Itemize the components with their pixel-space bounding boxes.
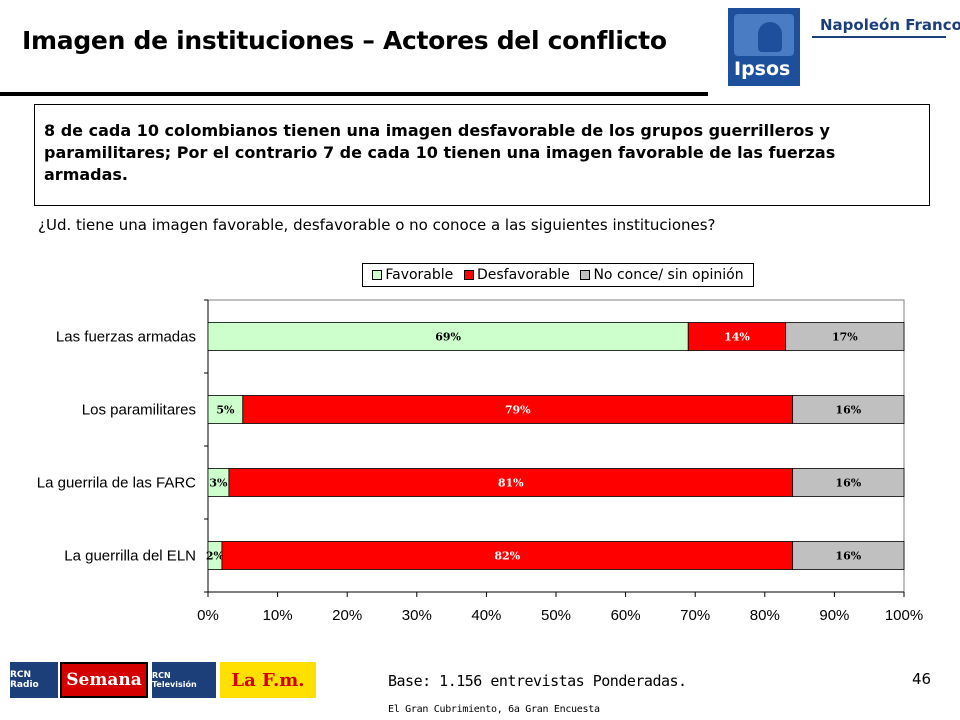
bar-no-conoce [792, 468, 905, 497]
legend-item-no-conoce: No conce/ sin opinión [580, 267, 744, 283]
media-partner-logos: RCN Radio Semana RCN Televisión La F.m. [10, 662, 316, 698]
la-fm-logo: La F.m. [220, 662, 316, 698]
page-title: Imagen de instituciones – Actores del co… [22, 26, 667, 55]
legend-swatch-favorable [372, 270, 383, 280]
rcn-radio-logo: RCN Radio [10, 662, 58, 698]
data-label-favorable: 2% [206, 550, 225, 563]
x-tick-label: 60% [611, 607, 641, 624]
key-finding-box [34, 104, 930, 206]
x-tick-label: 30% [402, 607, 432, 624]
x-tick-label: 10% [263, 607, 293, 624]
legend-item-favorable: Favorable [372, 267, 453, 283]
napoleon-franco-logo: Napoleón Franco [820, 16, 960, 34]
data-label-no-conoce: 16% [835, 550, 861, 563]
data-label-no-conoce: 17% [832, 331, 858, 344]
data-label-desfavorable: 79% [505, 404, 531, 417]
category-label: Los paramilitares [82, 402, 196, 419]
data-label-desfavorable: 81% [498, 477, 524, 490]
x-tick-label: 80% [750, 607, 780, 624]
ipsos-logo: Ipsos [728, 8, 800, 86]
data-label-favorable: 3% [209, 477, 228, 490]
bar-no-conoce [792, 541, 905, 570]
chart-legend: Favorable Desfavorable No conce/ sin opi… [362, 263, 754, 287]
key-finding-text: 8 de cada 10 colombianos tienen una imag… [44, 121, 836, 184]
x-tick-label: 70% [680, 607, 710, 624]
data-label-favorable: 5% [216, 404, 235, 417]
bar-desfavorable [228, 468, 794, 497]
x-tick-label: 0% [197, 607, 219, 624]
bar-no-conoce [785, 322, 905, 351]
x-tick-label: 20% [332, 607, 362, 624]
bar-desfavorable [687, 322, 787, 351]
ipsos-logo-text: Ipsos [734, 58, 791, 80]
legend-label-favorable: Favorable [385, 267, 454, 283]
napoleon-franco-logo-line [812, 36, 946, 38]
x-tick-label: 100% [885, 607, 923, 624]
bar-favorable [207, 322, 689, 351]
data-label-desfavorable: 82% [494, 550, 520, 563]
ipsos-logo-silhouette [758, 22, 782, 52]
x-tick-label: 50% [541, 607, 571, 624]
legend-label-no-conoce: No conce/ sin opinión [593, 267, 744, 283]
page-number: 46 [912, 670, 932, 688]
category-label: La guerrila de las FARC [37, 475, 196, 492]
data-label-no-conoce: 16% [835, 477, 861, 490]
bar-no-conoce [792, 395, 905, 424]
survey-question: ¿Ud. tiene una imagen favorable, desfavo… [38, 216, 716, 234]
sample-base-note: Base: 1.156 entrevistas Ponderadas. [388, 672, 687, 690]
data-label-favorable: 69% [435, 331, 461, 344]
rcn-television-logo: RCN Televisión [152, 662, 216, 698]
title-underline [0, 92, 708, 96]
legend-item-desfavorable: Desfavorable [463, 267, 570, 283]
x-tick-label: 40% [471, 607, 501, 624]
legend-label-desfavorable: Desfavorable [476, 267, 570, 283]
category-label: La guerrilla del ELN [64, 548, 196, 565]
semana-logo: Semana [60, 662, 148, 698]
survey-source-note: El Gran Cubrimiento, 6a Gran Encuesta [388, 704, 600, 715]
bar-desfavorable [242, 395, 794, 424]
x-tick-label: 90% [819, 607, 849, 624]
data-label-no-conoce: 16% [835, 404, 861, 417]
data-label-desfavorable: 14% [724, 331, 750, 344]
legend-swatch-desfavorable [463, 270, 474, 280]
category-label: Las fuerzas armadas [56, 329, 196, 346]
legend-swatch-no-conoce [580, 270, 591, 280]
